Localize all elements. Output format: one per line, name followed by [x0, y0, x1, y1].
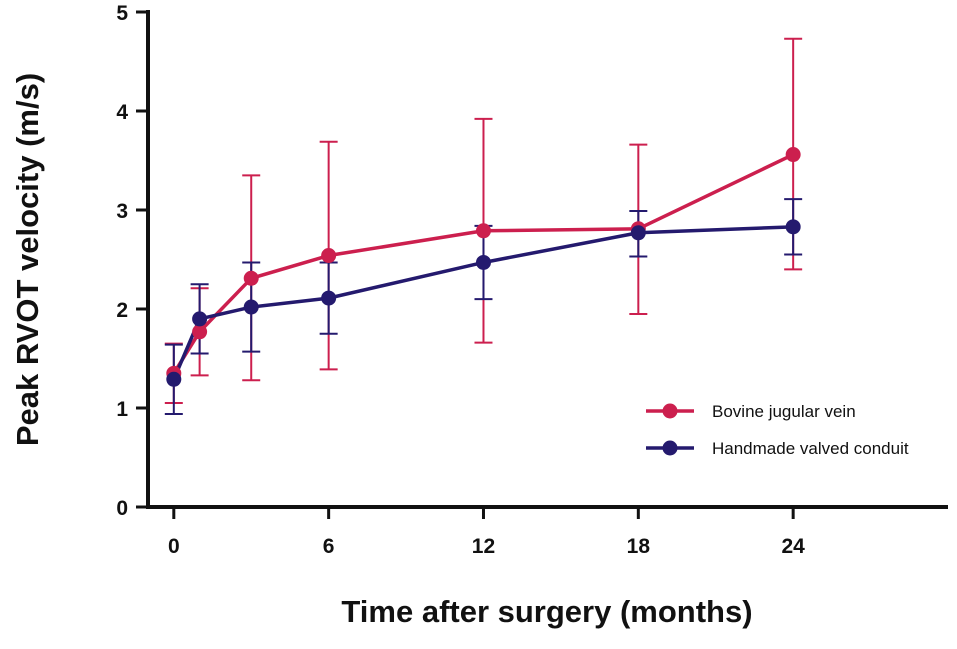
- data-point-bovine-jugular-vein: [243, 270, 259, 286]
- data-point-handmade-valved-conduit: [321, 290, 337, 306]
- legend: Bovine jugular vein Handmade valved condu…: [646, 402, 909, 458]
- data-point-handmade-valved-conduit: [785, 219, 801, 235]
- data-point-bovine-jugular-vein: [785, 147, 801, 163]
- y-tick-label: 1: [116, 398, 128, 421]
- data-point-handmade-valved-conduit: [192, 311, 208, 327]
- legend-label: Bovine jugular vein: [712, 402, 856, 421]
- legend-swatch-marker: [662, 403, 678, 419]
- legend-item-handmade-valved-conduit: Handmade valved conduit: [646, 439, 909, 458]
- legend-label: Handmade valved conduit: [712, 439, 909, 458]
- data-point-bovine-jugular-vein: [192, 324, 208, 340]
- data-points: [166, 147, 801, 387]
- y-tick-label: 4: [116, 101, 128, 124]
- data-point-handmade-valved-conduit: [243, 299, 259, 315]
- legend-swatch-marker: [662, 440, 678, 456]
- data-point-bovine-jugular-vein: [321, 248, 337, 264]
- data-point-handmade-valved-conduit: [166, 371, 182, 387]
- x-tick-label: 6: [323, 535, 335, 558]
- x-tick-label: 24: [781, 535, 805, 558]
- x-axis-title: Time after surgery (months): [341, 594, 752, 629]
- y-tick-label: 0: [116, 497, 128, 520]
- y-tick-label: 5: [116, 2, 128, 25]
- data-point-handmade-valved-conduit: [630, 225, 646, 241]
- y-tick-label: 3: [116, 200, 128, 223]
- legend-item-bovine-jugular-vein: Bovine jugular vein: [646, 402, 856, 421]
- x-tick-label: 0: [168, 535, 180, 558]
- y-axis-title: Peak RVOT velocity (m/s): [10, 73, 45, 446]
- data-point-bovine-jugular-vein: [475, 223, 491, 239]
- x-tick-label: 12: [472, 535, 495, 558]
- x-tick-label: 18: [627, 535, 651, 558]
- data-point-handmade-valved-conduit: [475, 254, 491, 270]
- y-tick-label: 2: [116, 299, 128, 322]
